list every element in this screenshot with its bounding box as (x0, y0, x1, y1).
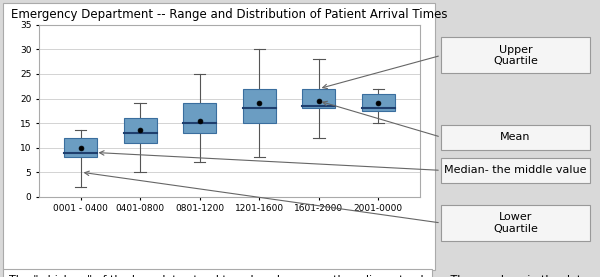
Text: Mean: Mean (500, 132, 530, 142)
Bar (302, 89, 335, 108)
Bar (124, 118, 157, 143)
Bar (184, 103, 216, 133)
Text: The "whiskers" of the box plot extend to values known as the adjacent values. Th: The "whiskers" of the box plot extend to… (9, 275, 600, 277)
Bar (243, 89, 275, 123)
Text: Lower
Quartile: Lower Quartile (493, 212, 538, 234)
Bar (362, 94, 395, 111)
Text: Upper
Quartile: Upper Quartile (493, 45, 538, 66)
Title: Emergency Department -- Range and Distribution of Patient Arrival Times: Emergency Department -- Range and Distri… (11, 8, 448, 21)
Bar (64, 138, 97, 157)
Text: Median- the middle value: Median- the middle value (444, 165, 587, 175)
